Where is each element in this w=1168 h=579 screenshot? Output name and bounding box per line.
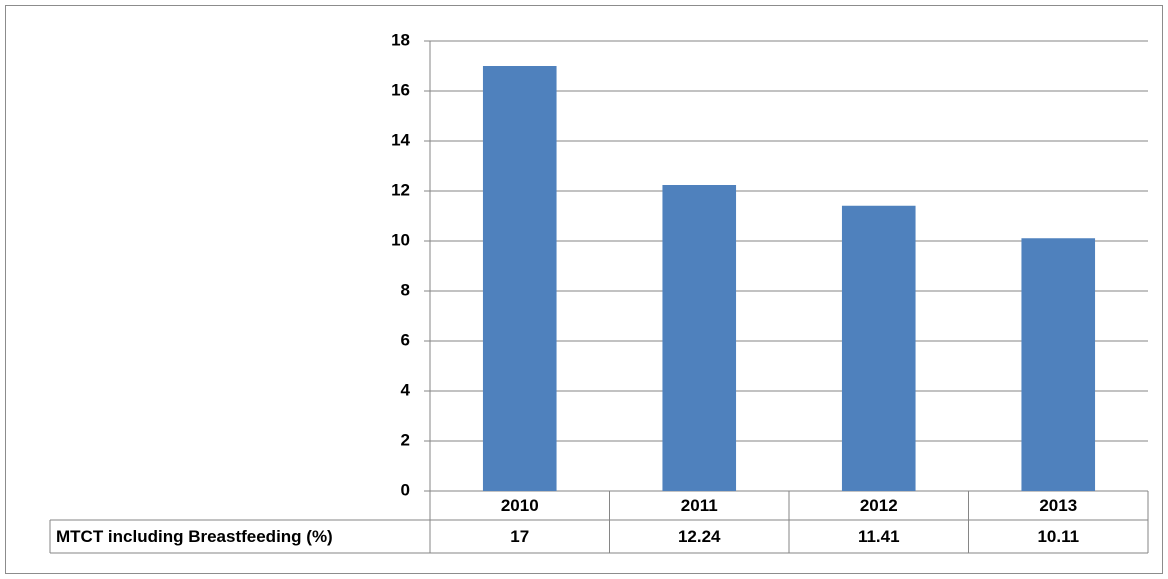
y-tick-label: 18 [391,30,410,49]
bar [841,205,916,491]
table-value: 12.24 [678,527,721,546]
y-tick-label: 12 [391,180,410,199]
y-tick-label: 16 [391,80,410,99]
table-value: 10.11 [1037,527,1079,546]
table-row-label: MTCT including Breastfeeding (%) [56,527,333,546]
y-tick-label: 4 [401,380,411,399]
y-tick-label: 2 [401,430,410,449]
y-tick-label: 10 [391,230,410,249]
bar [662,185,737,491]
table-value: 11.41 [858,527,900,546]
y-tick-label: 14 [391,130,410,149]
x-tick-label: 2012 [860,496,898,515]
chart-border [5,5,1163,574]
x-tick-label: 2011 [681,496,718,515]
table-value: 17 [510,527,529,546]
x-tick-label: 2013 [1039,496,1077,515]
x-tick-label: 2010 [501,496,539,515]
y-tick-label: 0 [401,480,410,499]
bar [482,66,557,491]
y-tick-label: 8 [401,280,410,299]
y-tick-label: 6 [401,330,410,349]
bar [1021,238,1096,491]
